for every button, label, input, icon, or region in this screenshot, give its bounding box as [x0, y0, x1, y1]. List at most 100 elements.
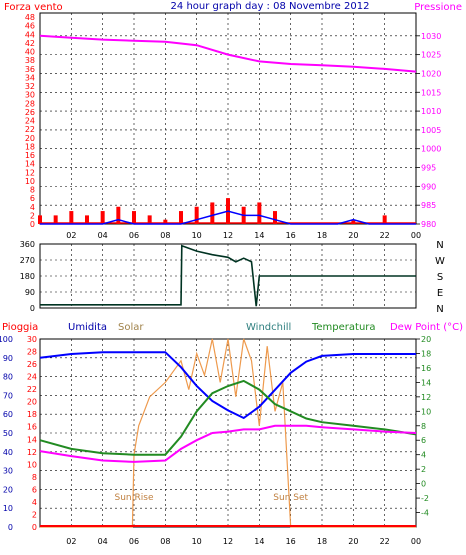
- wind-speed-bar: [163, 219, 168, 224]
- wind-speed-bar: [69, 211, 74, 224]
- sunrise-label: Sun Rise: [115, 493, 154, 503]
- x-tick-label: 14: [254, 231, 264, 240]
- temperature-tick: 0: [421, 480, 426, 489]
- x-tick-label: 10: [192, 537, 202, 546]
- wind-speed-tick: 8: [30, 186, 35, 195]
- wind-speed-bar: [382, 215, 387, 224]
- x-tick-label: 20: [348, 231, 358, 240]
- pressure-axis-title: Pressione: [414, 2, 462, 13]
- x-tick-label: 14: [254, 537, 264, 546]
- pressure-tick: 1015: [421, 88, 441, 97]
- x-tick-label: 12: [223, 537, 233, 546]
- wind-speed-tick: 34: [25, 73, 35, 82]
- wind-speed-bar: [257, 202, 262, 224]
- wind-speed-tick: 24: [25, 117, 35, 126]
- wind-speed-tick: 16: [25, 151, 35, 160]
- rain-solar-tick: 10: [27, 460, 37, 469]
- sunset-label: Sun Set: [273, 493, 308, 503]
- wind-speed-bar: [132, 211, 136, 224]
- temperature-tick: 8: [421, 422, 426, 431]
- wind-speed-bar: [273, 211, 277, 224]
- rain-solar-tick: 18: [27, 410, 37, 419]
- solar-axis-title: Solar: [118, 322, 144, 333]
- windchill-axis-title: Windchill: [246, 322, 291, 333]
- dew-point-line: [39, 424, 417, 463]
- x-tick-label: 06: [129, 231, 139, 240]
- solar-line: [40, 338, 416, 528]
- humidity-tick: 100: [0, 335, 13, 344]
- temperature-line: [39, 379, 417, 456]
- compass-label: N: [436, 304, 443, 315]
- rain-solar-tick: 6: [32, 485, 37, 494]
- x-tick-label: 08: [160, 231, 170, 240]
- temperature-tick: -2: [421, 494, 429, 503]
- rain-solar-tick: 26: [27, 360, 37, 369]
- rain-solar-tick: 16: [27, 423, 37, 432]
- direction-tick: 90: [25, 288, 35, 297]
- wind-speed-tick: 6: [30, 194, 35, 203]
- temperature-tick: 4: [421, 451, 426, 460]
- compass-label: W: [435, 256, 445, 267]
- pressure-tick: 985: [421, 201, 436, 210]
- direction-tick: 0: [30, 304, 35, 313]
- wind-speed-tick: 38: [25, 56, 35, 65]
- wind-speed-bar: [116, 206, 121, 224]
- wind-speed-tick: 26: [25, 108, 35, 117]
- wind-speed-bar: [38, 215, 42, 224]
- wind-speed-bar: [179, 211, 183, 224]
- wind-speed-bar: [210, 202, 215, 224]
- wind-speed-tick: 42: [25, 39, 35, 48]
- rain-solar-tick: 22: [27, 385, 37, 394]
- dew-point-axis-title: Dew Point (°C): [390, 322, 463, 333]
- direction-tick: 270: [20, 256, 35, 265]
- wind-speed-tick: 40: [25, 48, 35, 57]
- x-tick-label: 06: [129, 537, 139, 546]
- temperature-axis-title: Temperatura: [311, 322, 376, 333]
- pressure-line: [39, 34, 417, 73]
- humidity-tick: 60: [3, 410, 13, 419]
- pressure-tick: 1020: [421, 69, 441, 78]
- wind-speed-bar: [100, 211, 105, 224]
- humidity-tick: 50: [3, 429, 13, 438]
- rain-solar-tick: 4: [32, 498, 37, 507]
- rain-solar-tick: 24: [27, 373, 37, 382]
- x-tick-label: 22: [380, 231, 390, 240]
- compass-label: S: [437, 272, 443, 283]
- rain-solar-tick: 28: [27, 348, 37, 357]
- wind-speed-tick: 44: [25, 30, 35, 39]
- humidity-tick: 80: [3, 373, 13, 382]
- wind-direction-line: [40, 244, 416, 307]
- wind-speed-tick: 10: [25, 177, 35, 186]
- pressure-tick: 1025: [421, 51, 441, 60]
- temperature-tick: 2: [421, 465, 426, 474]
- humidity-axis-title: Umidita: [68, 322, 107, 333]
- wind-speed-tick: 20: [25, 134, 35, 143]
- wind-speed-bar: [351, 219, 356, 224]
- wind-speed-axis-title: Forza vento: [4, 2, 63, 13]
- x-tick-label: 04: [98, 537, 108, 546]
- wind-speed-tick: 18: [25, 142, 35, 151]
- humidity-tick: 20: [3, 485, 13, 494]
- temperature-tick: 20: [421, 335, 431, 344]
- x-tick-label: 22: [380, 537, 390, 546]
- temperature-tick: -4: [421, 509, 429, 518]
- wind-speed-tick: 12: [25, 168, 35, 177]
- x-tick-label: 16: [286, 231, 296, 240]
- humidity-tick: 30: [3, 467, 13, 476]
- rain-solar-tick: 30: [27, 335, 37, 344]
- wind-speed-tick: 30: [25, 91, 35, 100]
- rain-solar-tick: 2: [32, 510, 37, 519]
- temperature-tick: 18: [421, 349, 431, 358]
- x-tick-label: 04: [98, 231, 108, 240]
- pressure-tick: 980: [421, 220, 436, 229]
- x-tick-label: 02: [66, 231, 76, 240]
- temperature-tick: 10: [421, 407, 431, 416]
- humidity-tick: 10: [3, 504, 13, 513]
- rain-solar-tick: 14: [27, 435, 37, 444]
- rain-solar-tick: 8: [32, 473, 37, 482]
- temperature-tick: 6: [421, 436, 426, 445]
- humidity-tick: 40: [3, 448, 13, 457]
- temperature-tick: 16: [421, 364, 431, 373]
- pressure-tick: 1000: [421, 145, 441, 154]
